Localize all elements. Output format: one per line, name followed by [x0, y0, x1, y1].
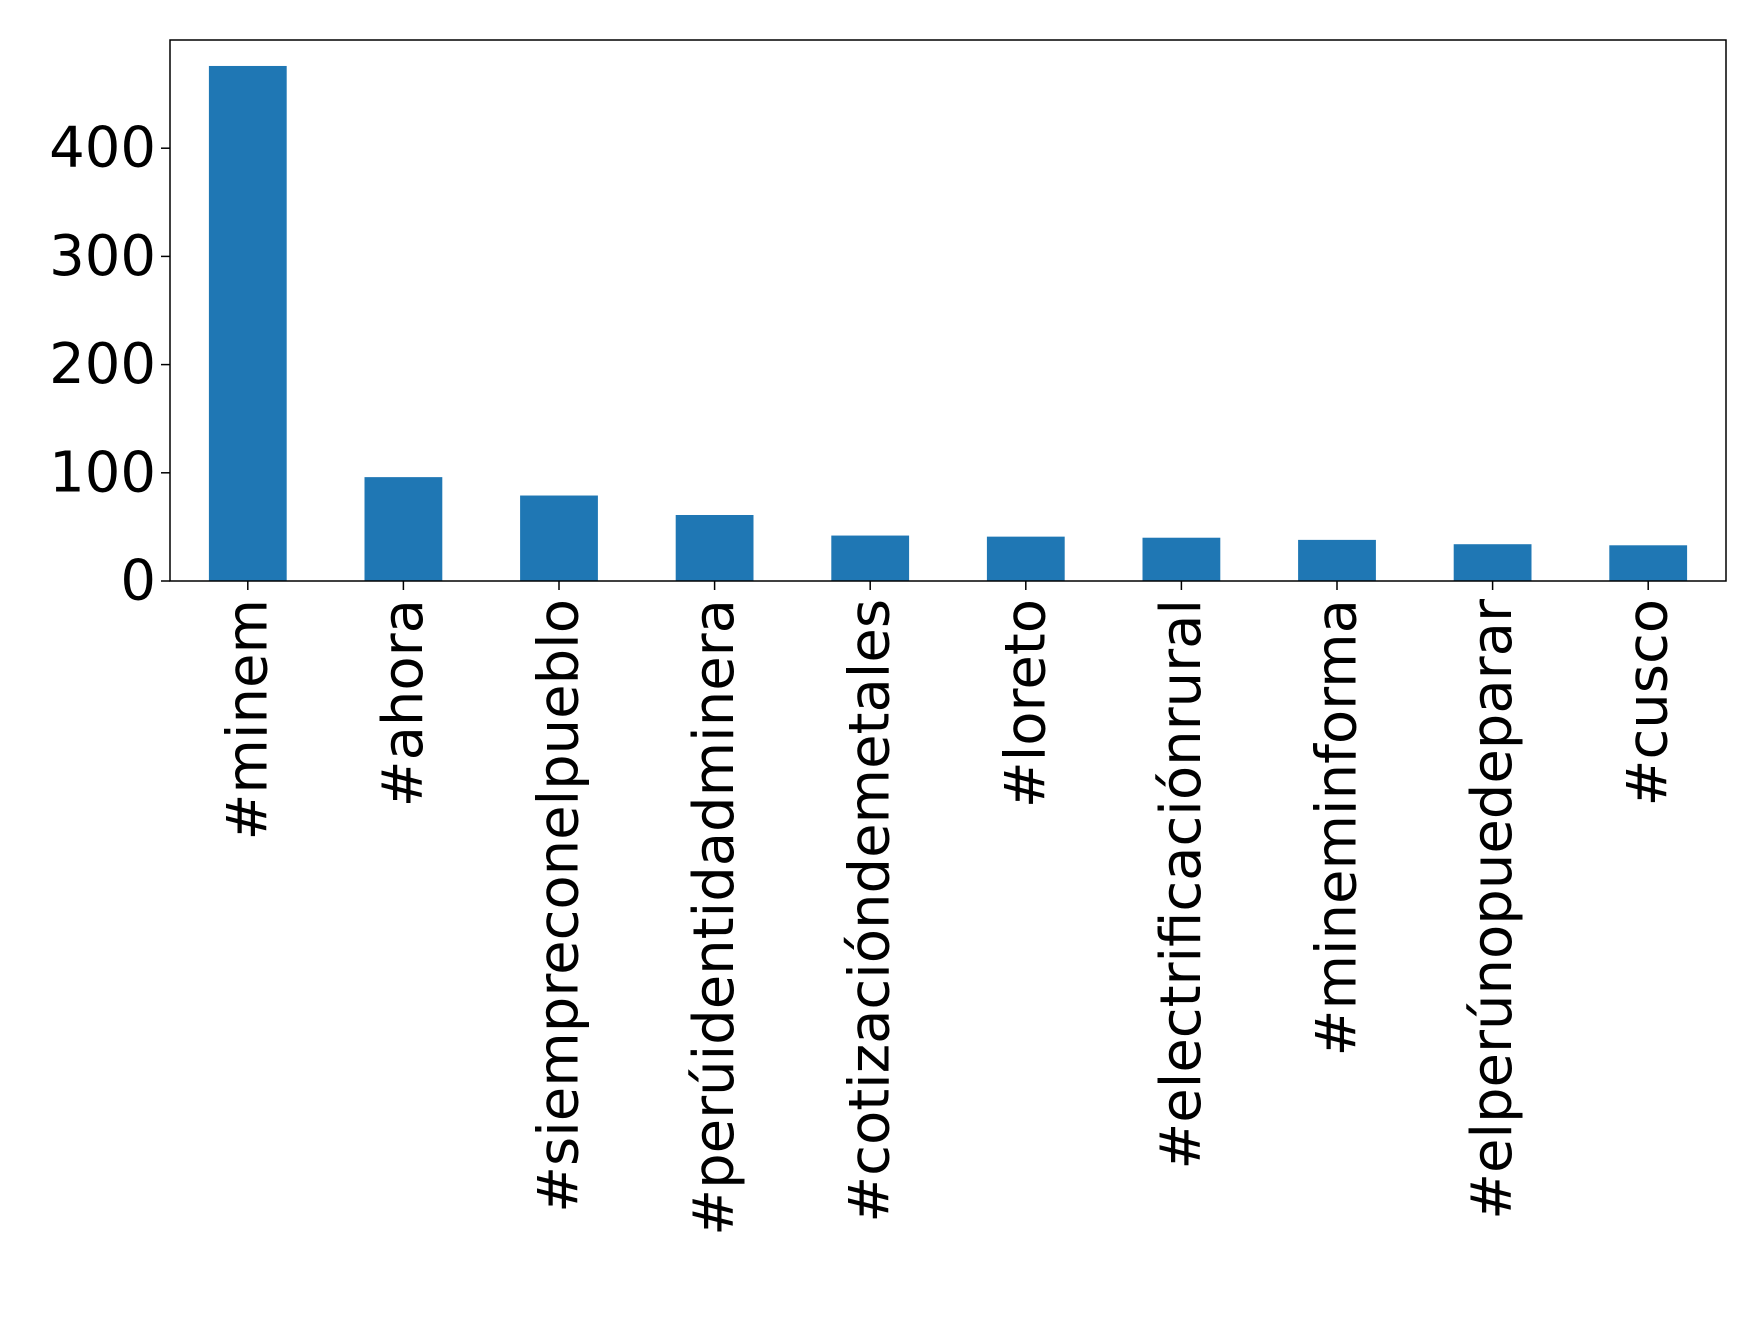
y-tick-label-4: 400 — [49, 116, 156, 181]
bar-3 — [675, 514, 754, 581]
bar-4 — [831, 535, 910, 581]
y-tick-label-3: 300 — [49, 224, 156, 289]
x-tick-label-0: #minem — [215, 599, 280, 841]
x-tick-label-9: #cusco — [1616, 599, 1681, 806]
bar-8 — [1453, 544, 1532, 581]
x-tick-label-2: #siempreconelpueblo — [527, 599, 592, 1213]
y-tick-label-1: 100 — [49, 440, 156, 505]
x-tick-label-8: #elperúnopuedeparar — [1460, 598, 1525, 1220]
y-tick-label-0: 0 — [120, 549, 156, 614]
x-tick-label-7: #mineminforma — [1305, 599, 1370, 1056]
x-tick-label-4: #cotizacióndemetales — [838, 599, 903, 1223]
bar-6 — [1142, 537, 1221, 581]
y-axis: 0 100 200 300 400 — [49, 116, 170, 614]
plot-frame — [169, 39, 1727, 582]
x-tick-label-1: #ahora — [371, 599, 436, 807]
bar-7 — [1298, 539, 1376, 581]
bar-9 — [1609, 545, 1688, 581]
bar-5 — [986, 536, 1065, 581]
y-tick-label-2: 200 — [49, 332, 156, 397]
x-tick-label-5: #loreto — [993, 599, 1058, 808]
x-tick-label-3: #perúidentidadminera — [682, 599, 747, 1236]
bar-1 — [364, 477, 443, 581]
bar-2 — [520, 495, 598, 581]
bars-group — [208, 65, 1688, 581]
x-axis: #minem #ahora #siempreconelpueblo #perúiden… — [215, 581, 1681, 1236]
x-tick-label-6: #electrificaciónrural — [1149, 599, 1214, 1170]
bar-0 — [208, 65, 287, 581]
